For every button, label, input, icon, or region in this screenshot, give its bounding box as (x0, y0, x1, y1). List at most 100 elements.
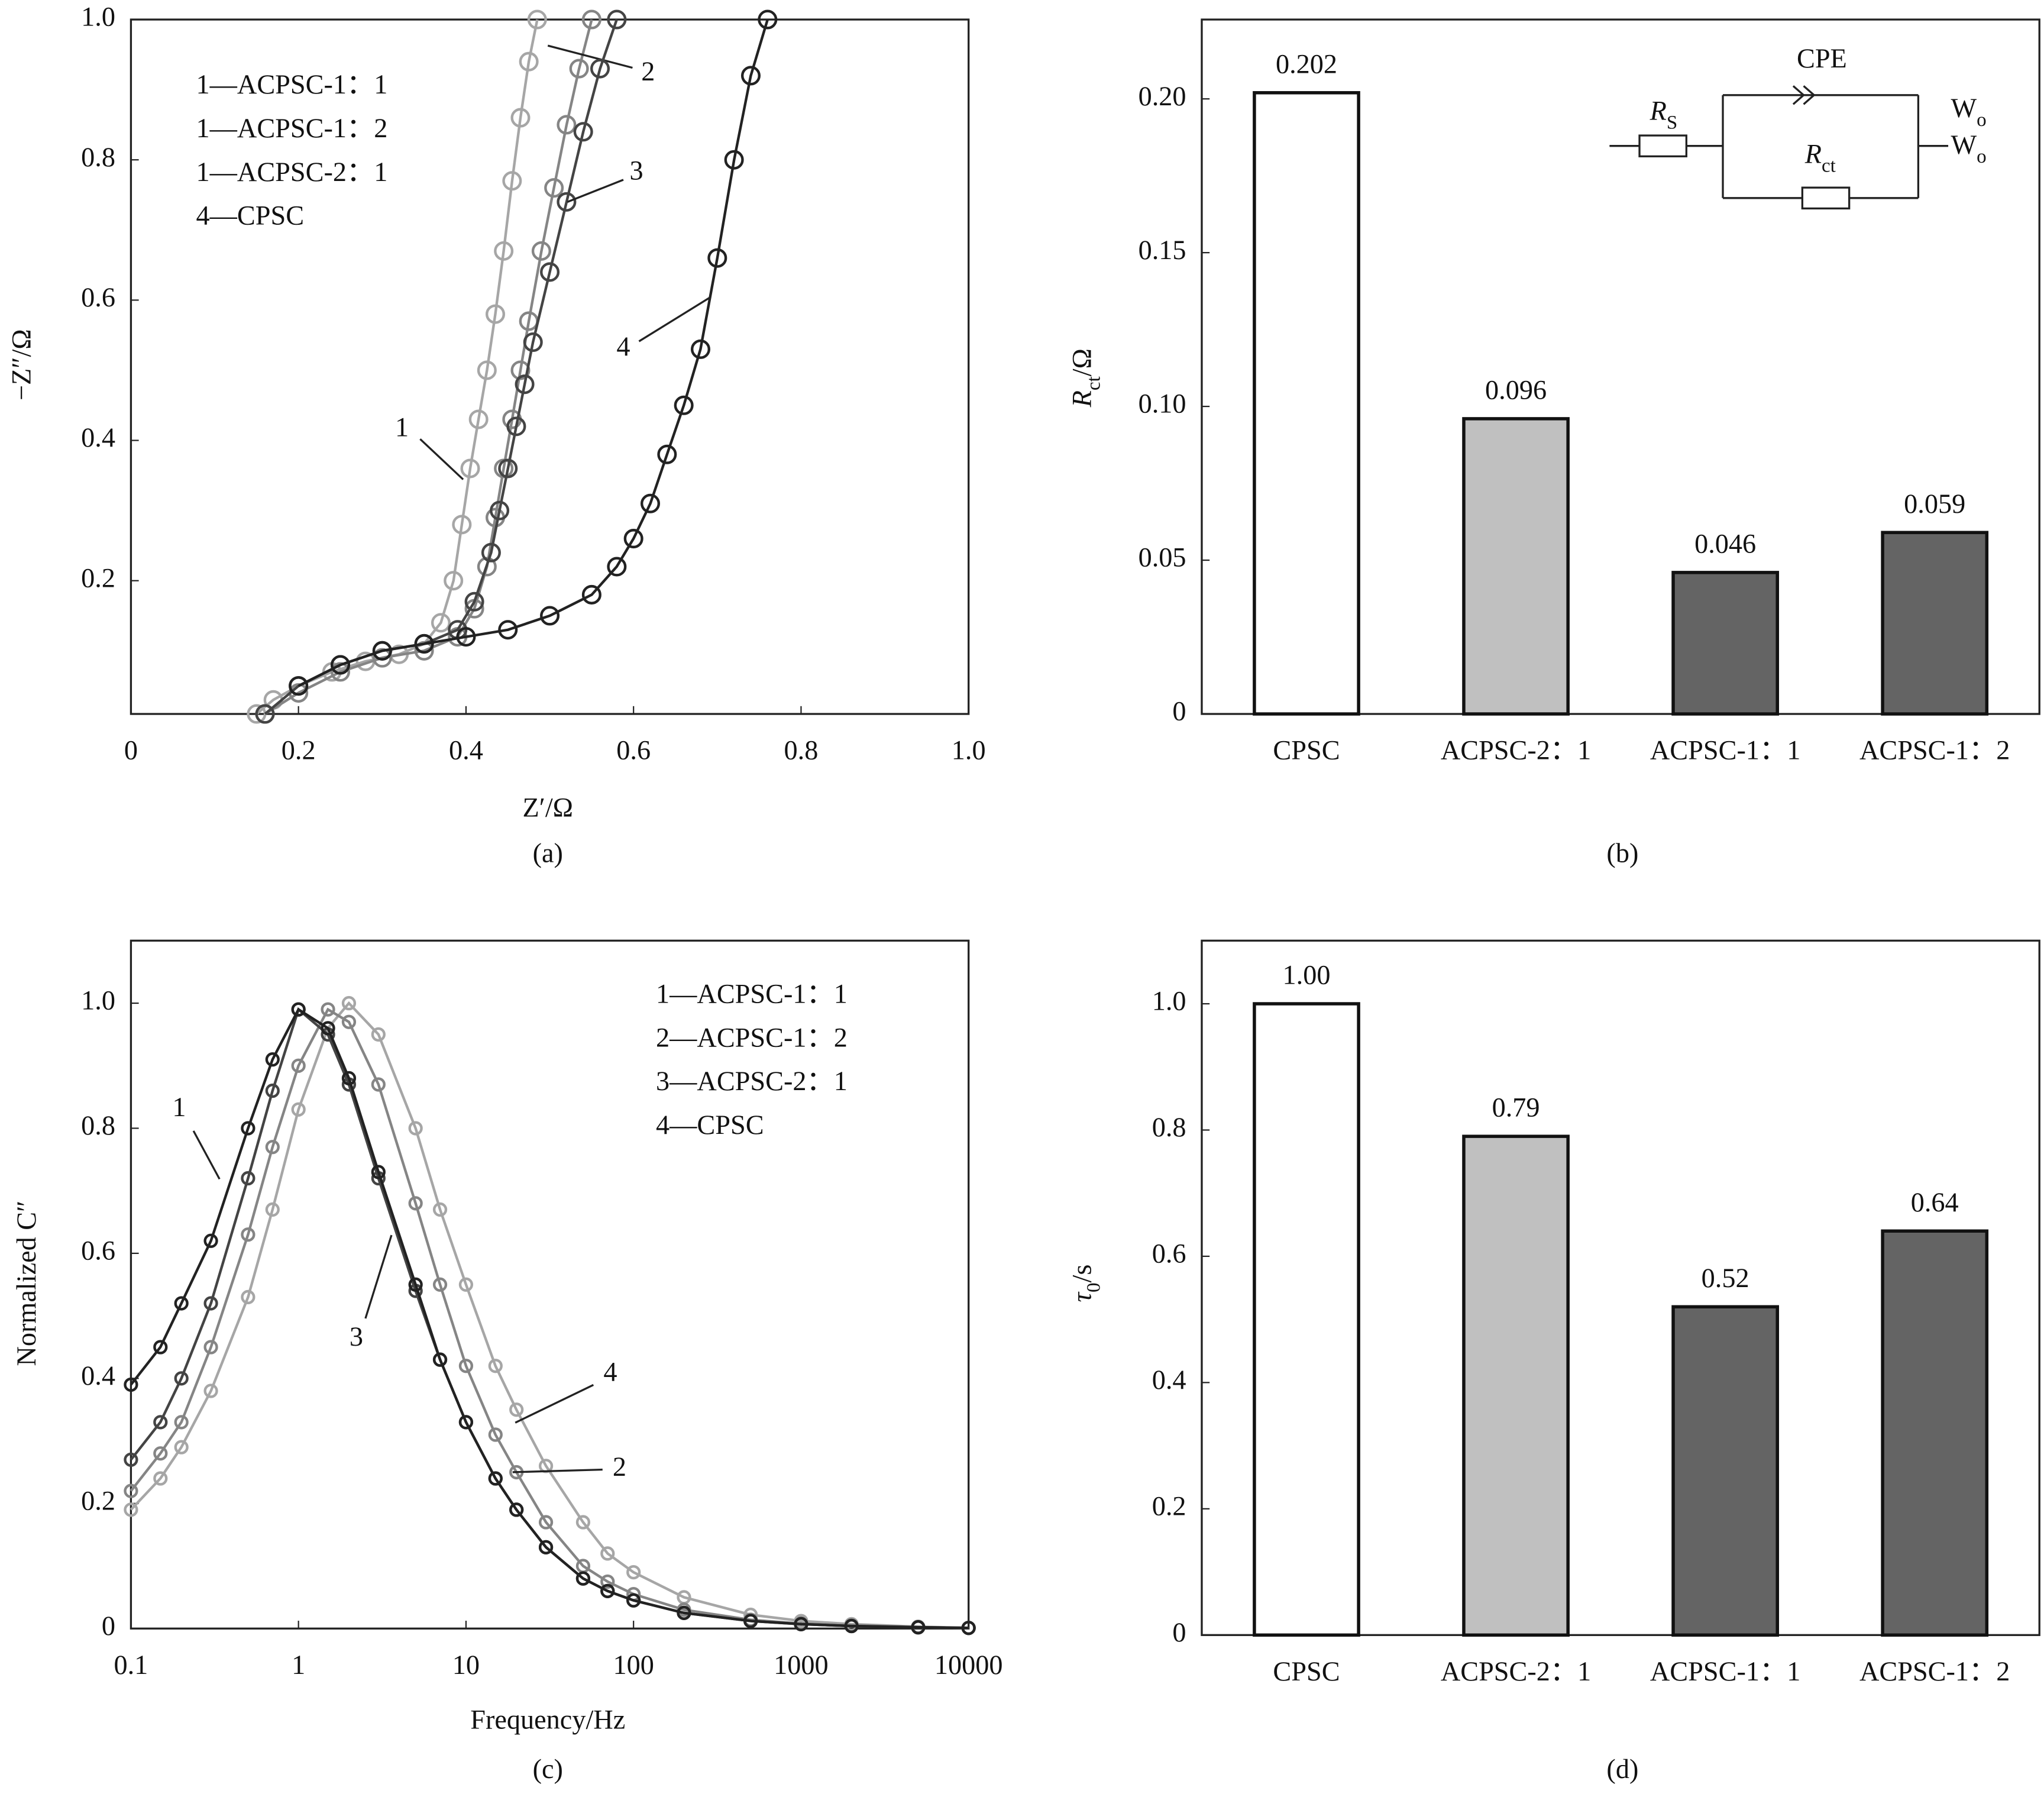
x-tick-label: 0.4 (449, 736, 483, 766)
curve-label: 3 (350, 1322, 363, 1352)
data-point (607, 9, 627, 30)
symbol: R (1650, 96, 1667, 126)
data-point (444, 571, 464, 591)
value-label: 0.52 (1702, 1263, 1749, 1294)
leader-line (567, 179, 624, 203)
data-point (581, 584, 601, 605)
resistor (1638, 134, 1687, 157)
data-point (432, 1352, 448, 1367)
circuit-label: RS (1650, 96, 1678, 133)
legend-entry: 4—CPSC (656, 1110, 764, 1140)
y-tick-label: 0.4 (81, 423, 115, 453)
data-point (531, 241, 551, 261)
y-tick-label: 0.10 (1139, 389, 1186, 419)
data-point (203, 1296, 218, 1311)
plot-frame (1201, 18, 2040, 715)
value-label: 0.79 (1492, 1093, 1540, 1123)
bar (1881, 531, 1989, 716)
data-point (341, 995, 357, 1011)
data-point (321, 1021, 335, 1036)
subscript: S (1667, 112, 1677, 133)
data-point (488, 1427, 503, 1442)
circuit-wire (1792, 85, 1806, 105)
data-point (289, 676, 309, 696)
x-tick-label: 0.2 (282, 736, 316, 766)
data-point (481, 542, 501, 563)
legend-entry: 1—ACPSC-1：1 (656, 980, 848, 1010)
y-axis-label: Rct/Ω (1067, 348, 1104, 408)
data-point (124, 1452, 138, 1467)
subscript: o (1977, 146, 1987, 167)
data-point (498, 458, 518, 479)
data-point (519, 51, 539, 72)
data-point (291, 1002, 306, 1017)
series-line (130, 1001, 969, 1630)
data-point (241, 1289, 256, 1305)
legend-entry: 4—CPSC (196, 201, 305, 231)
bar (1462, 417, 1570, 716)
data-point (490, 500, 510, 521)
x-tick-label: 1000 (774, 1650, 828, 1680)
data-point (674, 395, 694, 415)
data-point (371, 1027, 386, 1042)
bar (1881, 1229, 1989, 1637)
y-axis-label: τ0/s (1067, 1265, 1104, 1302)
data-point (540, 262, 560, 282)
bar (1253, 91, 1360, 716)
data-point (540, 606, 560, 626)
data-point (124, 1377, 138, 1392)
data-point (538, 1515, 554, 1530)
symbol: W (1951, 130, 1977, 160)
data-point (153, 1340, 168, 1355)
data-point (174, 1296, 189, 1311)
x-tick-label: 0.8 (784, 736, 819, 766)
data-point (575, 1515, 591, 1530)
value-label: 0.096 (1485, 375, 1547, 405)
symbol: τ (1067, 1292, 1097, 1302)
data-point (468, 409, 489, 429)
data-point (581, 9, 601, 30)
data-point (265, 1052, 280, 1067)
data-point (203, 1340, 218, 1355)
x-tick-label: ACPSC-2：1 (1441, 736, 1591, 766)
data-point (523, 332, 543, 353)
y-tick-label: 1.0 (81, 986, 115, 1016)
y-tick-label: 1.0 (81, 2, 115, 33)
data-point (509, 1402, 524, 1417)
data-point (241, 1121, 256, 1136)
y-tick-label: 0.6 (1152, 1239, 1186, 1269)
leader-line (419, 438, 464, 480)
bar (1671, 571, 1779, 716)
x-tick-label: ACPSC-2：1 (1441, 1657, 1591, 1687)
data-point (557, 115, 577, 135)
symbol: R (1804, 139, 1822, 169)
y-tick-label: 0.8 (81, 143, 115, 173)
curve-label: 2 (641, 57, 655, 87)
data-point (153, 1471, 168, 1486)
data-point (124, 1502, 138, 1517)
data-point (291, 1102, 306, 1117)
data-point (371, 1165, 386, 1179)
data-point (241, 1227, 256, 1242)
subscript: ct (1822, 155, 1836, 176)
data-point (961, 1621, 976, 1635)
x-tick-label: ACPSC-1：1 (1650, 1657, 1800, 1687)
data-point (758, 9, 778, 30)
data-point (640, 493, 661, 513)
circuit-wire (1803, 85, 1816, 105)
data-point (657, 444, 677, 464)
data-point (464, 591, 484, 612)
data-point (458, 1277, 474, 1292)
leader-line (515, 1384, 594, 1424)
caption: (d) (1606, 1754, 1638, 1785)
data-point (626, 1593, 641, 1608)
y-tick-label: 0 (1172, 1618, 1186, 1648)
plot-frame (1201, 939, 2040, 1636)
curve-label: 3 (629, 156, 643, 186)
data-point (515, 374, 535, 395)
y-tick-label: 0.4 (1152, 1365, 1186, 1395)
leader-line (364, 1234, 393, 1319)
data-point (498, 620, 518, 640)
symbol: W (1951, 93, 1977, 124)
